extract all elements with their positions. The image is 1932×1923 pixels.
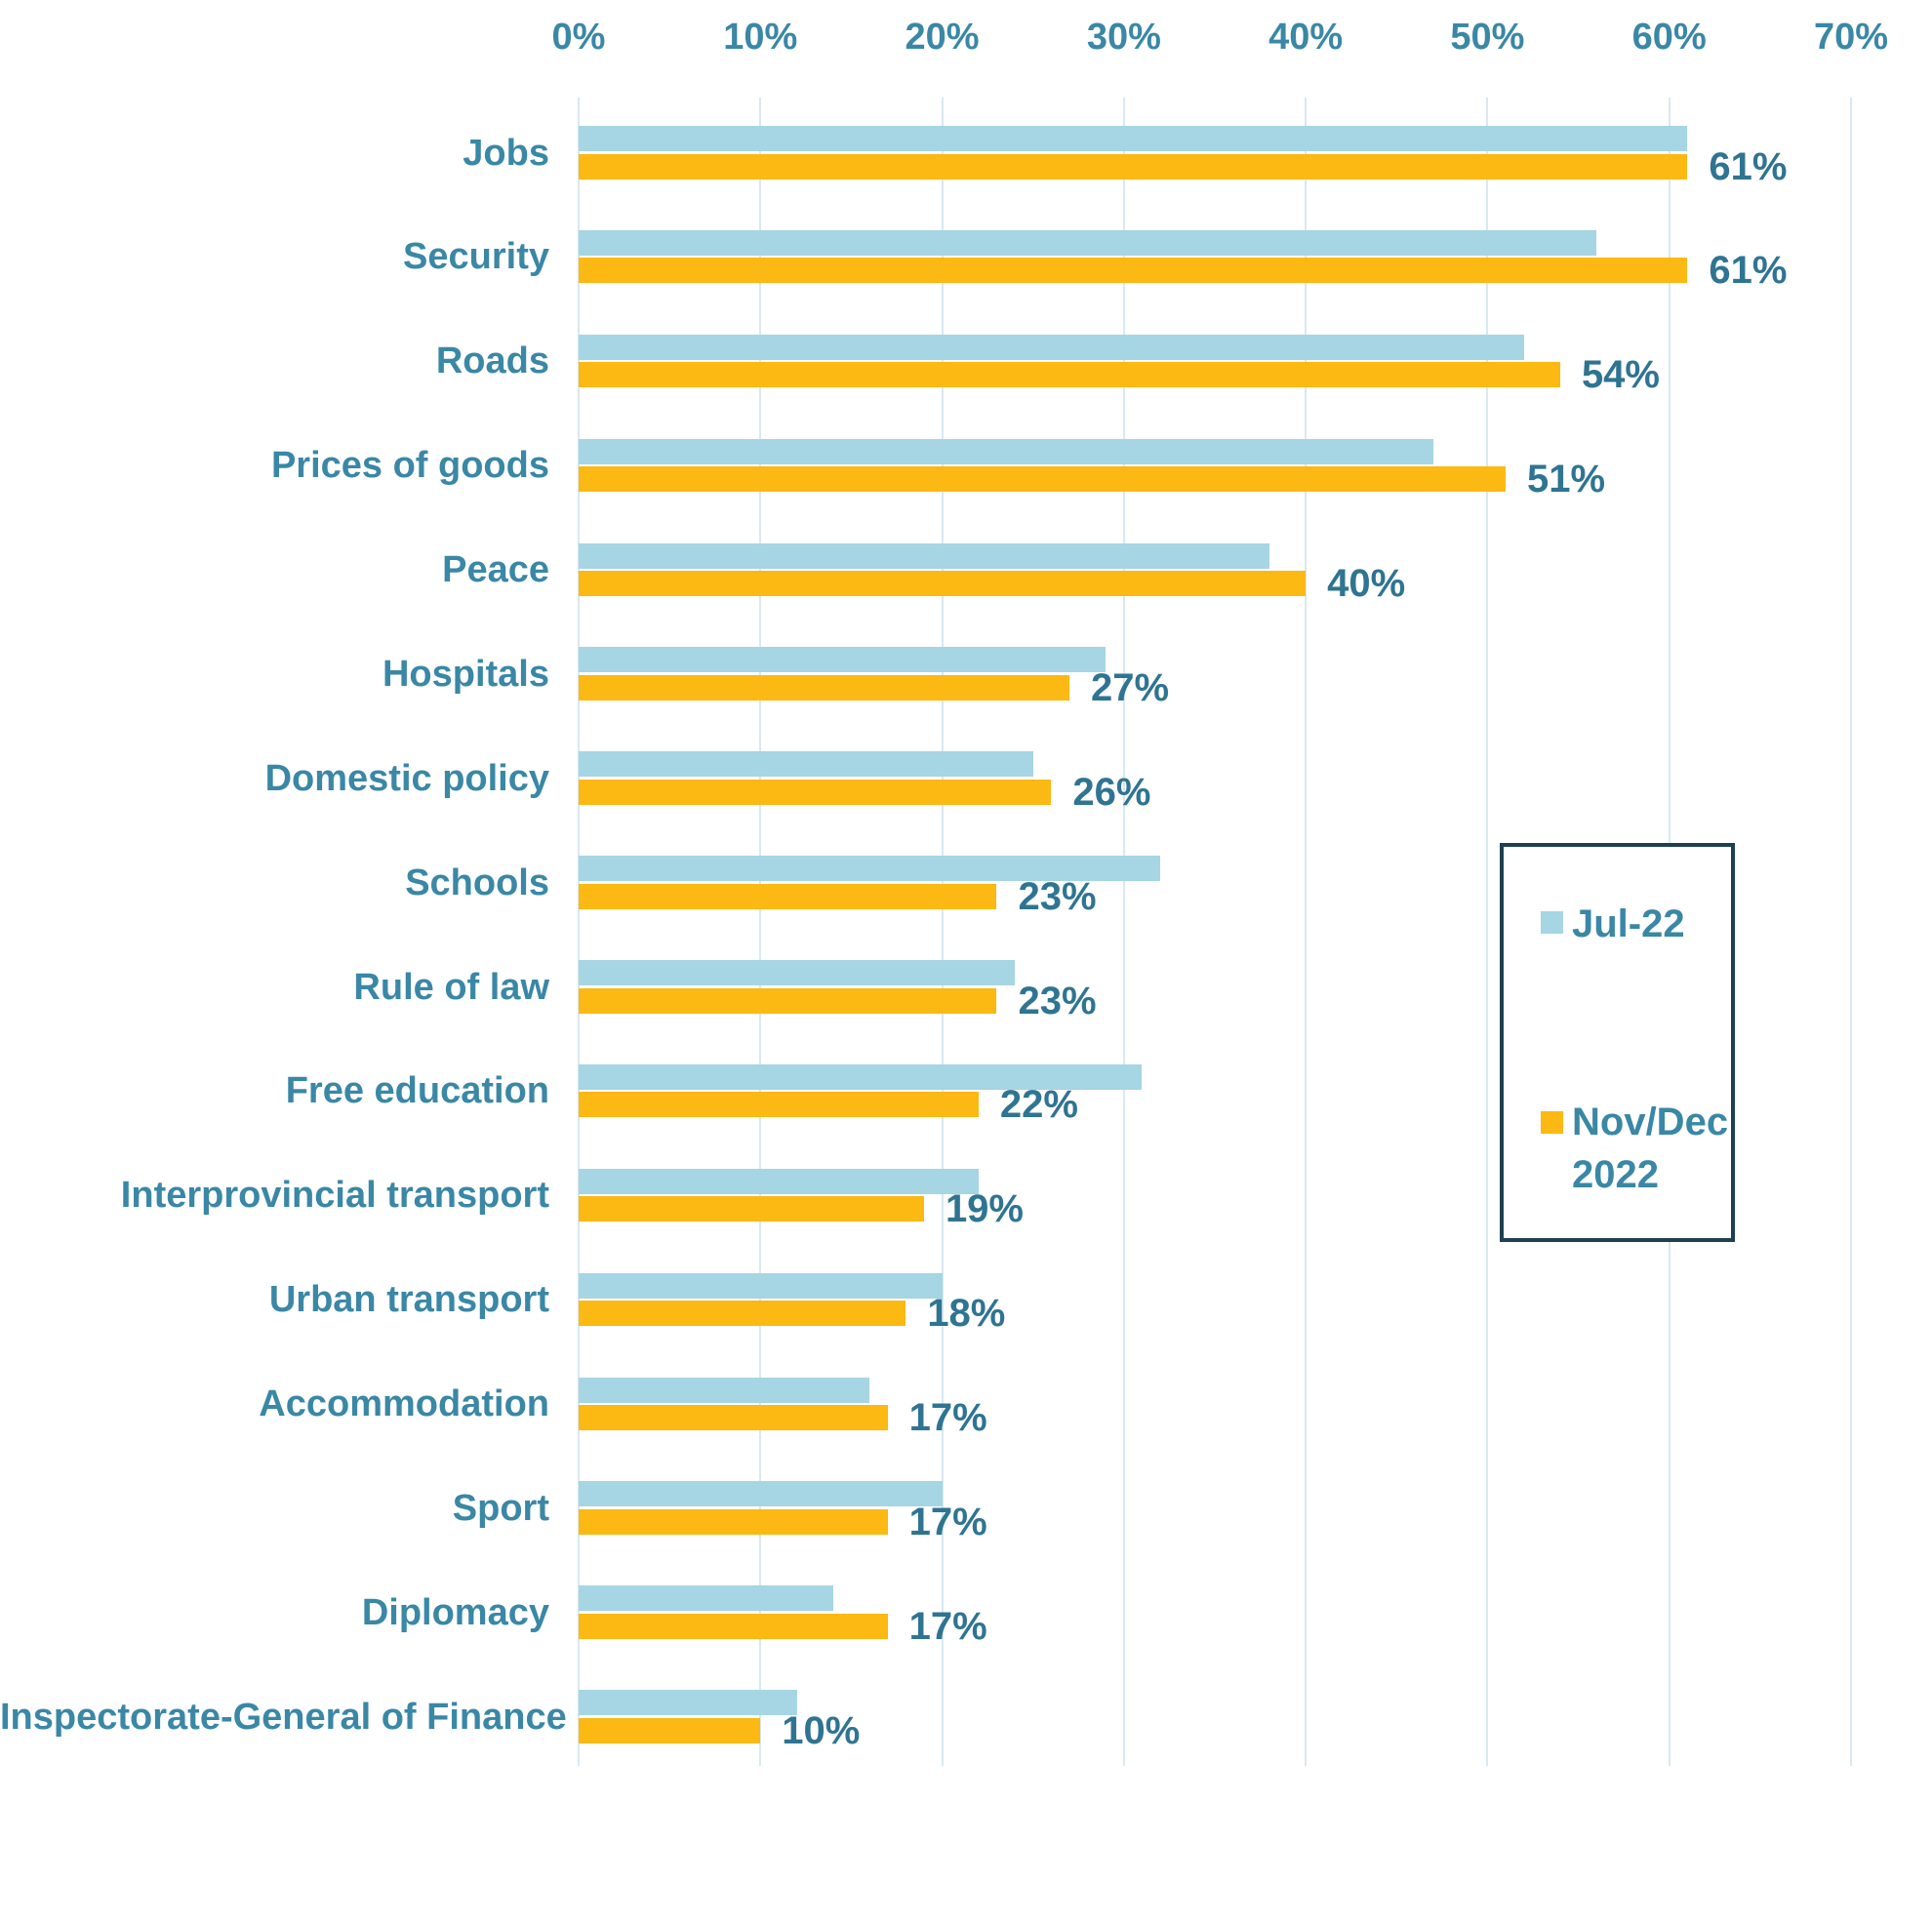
data-label-schools: 23% (1018, 874, 1097, 918)
gridline-10% (759, 98, 762, 1766)
data-label-diplomacy: 17% (908, 1604, 987, 1648)
gridline-0% (578, 98, 580, 1766)
x-tick-label-40%: 40% (1268, 17, 1344, 58)
category-label-roads: Roads (435, 341, 549, 382)
bar-jul-22-roads (579, 334, 1524, 360)
gridline-40% (1305, 98, 1308, 1766)
bar-nov-dec-2022-urban-transport (579, 1301, 906, 1327)
x-tick-label-50%: 50% (1450, 17, 1525, 58)
gridline-70% (1850, 98, 1852, 1766)
bar-nov-dec-2022-free-education (579, 1092, 979, 1118)
bar-nov-dec-2022-accommodation (579, 1405, 888, 1430)
plot-area (578, 98, 1852, 1766)
gridline-20% (941, 98, 944, 1766)
bar-nov-dec-2022-sport (579, 1508, 888, 1535)
bar-nov-dec-2022-hospitals (579, 674, 1069, 701)
bar-jul-22-inspectorate-general-of-finance (579, 1690, 797, 1716)
bar-jul-22-rule-of-law (579, 960, 1016, 985)
category-label-sport: Sport (452, 1487, 549, 1529)
x-tick-label-0%: 0% (551, 17, 606, 58)
category-label-security: Security (403, 236, 549, 278)
legend-swatch-jul-22 (1541, 911, 1563, 934)
x-tick-label-30%: 30% (1086, 17, 1161, 58)
category-label-interprovincial-transport: Interprovincial transport (120, 1175, 549, 1217)
data-label-peace: 40% (1327, 562, 1406, 605)
legend: Jul-22 Nov/Dec 2022 (1500, 843, 1735, 1242)
category-label-peace: Peace (442, 549, 549, 590)
x-tick-label-70%: 70% (1813, 17, 1889, 58)
legend-swatch-nov-dec-2022 (1541, 1111, 1563, 1134)
bar-nov-dec-2022-domestic-policy (579, 779, 1052, 805)
category-label-rule-of-law: Rule of law (353, 966, 549, 1008)
bar-jul-22-schools (579, 856, 1161, 882)
bar-jul-22-hospitals (579, 647, 1107, 673)
bar-jul-22-urban-transport (579, 1272, 943, 1299)
bar-jul-22-diplomacy (579, 1585, 833, 1612)
gridline-30% (1122, 98, 1125, 1766)
category-label-diplomacy: Diplomacy (361, 1591, 549, 1633)
data-label-sport: 17% (908, 1500, 987, 1543)
data-label-urban-transport: 18% (927, 1292, 1006, 1336)
bar-nov-dec-2022-interprovincial-transport (579, 1196, 924, 1222)
bar-nov-dec-2022-peace (579, 571, 1307, 596)
bar-jul-22-peace (579, 542, 1269, 569)
bar-nov-dec-2022-roads (579, 362, 1560, 388)
legend-label-jul-22: Jul-22 (1572, 902, 1685, 945)
data-label-roads: 54% (1581, 353, 1660, 397)
bar-jul-22-jobs (579, 126, 1688, 151)
category-label-free-education: Free education (285, 1070, 549, 1112)
bar-nov-dec-2022-security (579, 258, 1688, 284)
bar-jul-22-sport (579, 1481, 943, 1507)
data-label-jobs: 61% (1709, 144, 1788, 188)
category-label-jobs: Jobs (463, 132, 549, 174)
bar-nov-dec-2022-rule-of-law (579, 987, 997, 1014)
bar-jul-22-accommodation (579, 1377, 870, 1403)
data-label-interprovincial-transport: 19% (945, 1187, 1024, 1231)
x-tick-label-10%: 10% (723, 17, 798, 58)
category-label-domestic-policy: Domestic policy (264, 757, 549, 799)
data-label-prices-of-goods: 51% (1527, 458, 1606, 501)
bar-nov-dec-2022-diplomacy (579, 1613, 888, 1639)
bar-jul-22-security (579, 229, 1597, 256)
category-label-urban-transport: Urban transport (268, 1279, 549, 1321)
category-label-prices-of-goods: Prices of goods (270, 445, 549, 487)
data-label-security: 61% (1709, 249, 1788, 293)
data-label-free-education: 22% (999, 1083, 1078, 1127)
gridline-50% (1486, 98, 1489, 1766)
bar-jul-22-interprovincial-transport (579, 1168, 979, 1194)
category-label-inspectorate-general-of-finance: Inspectorate-General of Finance (0, 1696, 567, 1738)
data-label-accommodation: 17% (908, 1396, 987, 1439)
x-tick-label-20%: 20% (905, 17, 980, 58)
bar-nov-dec-2022-schools (579, 883, 997, 909)
data-label-domestic-policy: 26% (1072, 770, 1151, 814)
x-tick-label-60%: 60% (1631, 17, 1707, 58)
bar-jul-22-domestic-policy (579, 751, 1033, 778)
bar-jul-22-free-education (579, 1063, 1143, 1090)
legend-label-nov-dec-2022: Nov/Dec 2022 (1572, 1101, 1729, 1196)
data-label-inspectorate-general-of-finance: 10% (782, 1708, 861, 1752)
category-label-accommodation: Accommodation (259, 1383, 549, 1424)
bar-nov-dec-2022-inspectorate-general-of-finance (579, 1717, 761, 1743)
bar-nov-dec-2022-prices-of-goods (579, 466, 1507, 493)
bar-jul-22-prices-of-goods (579, 438, 1433, 464)
data-label-hospitals: 27% (1090, 665, 1170, 709)
bar-nov-dec-2022-jobs (579, 153, 1688, 180)
category-label-schools: Schools (405, 861, 549, 903)
data-label-rule-of-law: 23% (1018, 979, 1097, 1022)
category-label-hospitals: Hospitals (382, 653, 549, 695)
